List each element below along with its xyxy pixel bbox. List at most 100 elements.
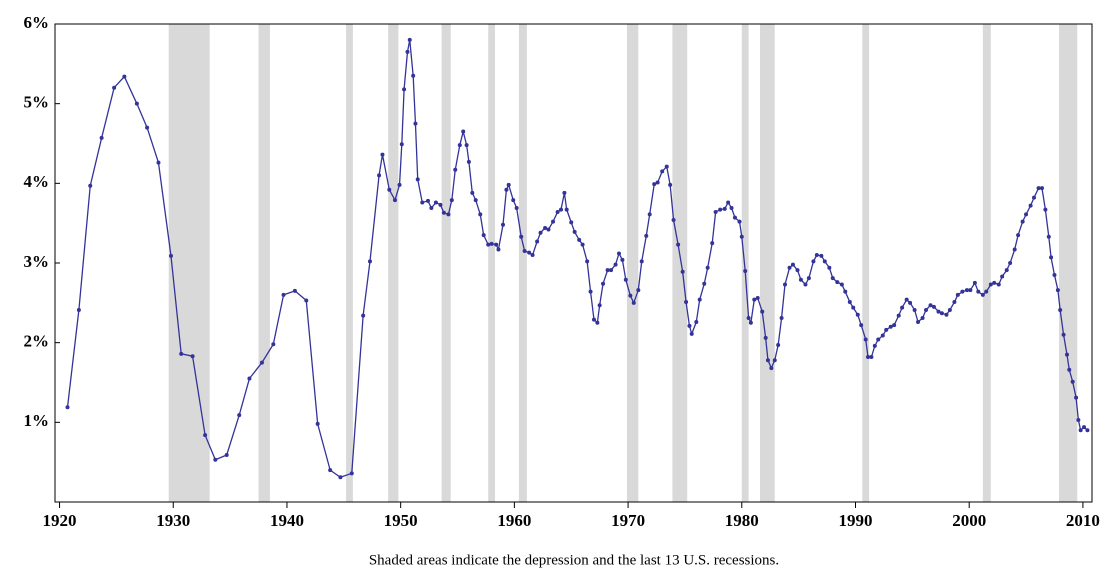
data-point xyxy=(122,74,127,79)
data-point xyxy=(438,202,443,207)
data-point xyxy=(644,233,649,238)
data-point xyxy=(1082,425,1087,430)
data-point xyxy=(652,182,657,187)
data-point xyxy=(1024,212,1029,217)
data-point xyxy=(591,317,596,322)
data-point xyxy=(494,242,499,247)
data-point xyxy=(224,452,229,457)
data-point xyxy=(601,281,606,286)
data-point xyxy=(900,305,905,310)
x-tick-label: 1950 xyxy=(384,511,418,530)
data-point xyxy=(743,268,748,273)
data-point xyxy=(746,315,751,320)
data-point xyxy=(112,85,117,90)
recession-band xyxy=(168,24,210,502)
data-point xyxy=(402,87,407,92)
data-point xyxy=(361,313,366,318)
recession-band xyxy=(346,24,353,502)
data-point xyxy=(876,337,881,342)
data-point xyxy=(461,129,466,134)
data-point xyxy=(710,241,715,246)
data-point xyxy=(179,351,184,356)
data-point xyxy=(546,227,551,232)
data-point xyxy=(367,259,372,264)
data-point xyxy=(519,234,524,239)
data-point xyxy=(558,207,563,212)
data-point xyxy=(470,190,475,195)
data-point xyxy=(952,300,957,305)
data-point xyxy=(1046,234,1051,239)
data-point xyxy=(203,433,208,438)
recession-band xyxy=(1059,24,1078,502)
data-point xyxy=(407,37,412,42)
data-point xyxy=(213,457,218,462)
data-point xyxy=(168,253,173,258)
data-point xyxy=(501,222,506,227)
data-point xyxy=(676,242,681,247)
data-point xyxy=(478,212,483,217)
data-point xyxy=(543,225,548,230)
y-tick-label: 4% xyxy=(24,172,50,191)
recession-band xyxy=(982,24,991,502)
data-point xyxy=(481,233,486,238)
data-point xyxy=(415,177,420,182)
data-point xyxy=(605,268,610,273)
data-point xyxy=(405,49,410,54)
data-point xyxy=(896,313,901,318)
data-point xyxy=(752,297,757,302)
data-point xyxy=(190,354,195,359)
data-point xyxy=(980,292,985,297)
data-point xyxy=(782,282,787,287)
data-point xyxy=(504,187,509,192)
data-point xyxy=(697,297,702,302)
data-point xyxy=(457,143,462,148)
data-point xyxy=(851,305,856,310)
data-point xyxy=(705,265,710,270)
data-point xyxy=(830,276,835,281)
y-tick-label: 6% xyxy=(24,13,50,32)
data-point xyxy=(729,206,734,211)
data-point xyxy=(822,259,827,264)
data-point xyxy=(687,323,692,328)
x-tick-label: 2000 xyxy=(952,511,986,530)
data-point xyxy=(1039,186,1044,191)
data-point xyxy=(506,182,511,187)
data-point xyxy=(955,292,960,297)
data-point xyxy=(597,303,602,308)
data-point xyxy=(869,355,874,360)
data-point xyxy=(694,319,699,324)
data-point xyxy=(772,358,777,363)
data-point xyxy=(639,259,644,264)
data-point xyxy=(1043,207,1048,212)
data-point xyxy=(787,265,792,270)
data-point xyxy=(577,237,582,242)
data-point xyxy=(489,241,494,246)
data-point xyxy=(623,277,628,282)
data-point xyxy=(684,300,689,305)
data-point xyxy=(572,229,577,234)
data-point xyxy=(765,358,770,363)
data-point xyxy=(928,303,933,308)
x-tick-label: 2010 xyxy=(1066,511,1100,530)
data-point xyxy=(420,200,425,205)
data-point xyxy=(814,253,819,258)
data-point xyxy=(338,475,343,480)
x-tick-label: 1990 xyxy=(838,511,872,530)
data-point xyxy=(1070,379,1075,384)
data-point xyxy=(806,276,811,281)
data-point xyxy=(281,292,286,297)
recession-band xyxy=(441,24,451,502)
data-point xyxy=(968,288,973,293)
data-point xyxy=(259,360,264,365)
data-point xyxy=(702,281,707,286)
x-tick-label: 1940 xyxy=(270,511,304,530)
data-point xyxy=(964,288,969,293)
data-point xyxy=(718,207,723,212)
data-point xyxy=(1049,255,1054,260)
data-point xyxy=(564,207,569,212)
data-point xyxy=(996,282,1001,287)
data-point xyxy=(247,376,252,381)
data-point xyxy=(1078,428,1083,433)
data-point xyxy=(769,366,774,371)
data-point xyxy=(631,300,636,305)
